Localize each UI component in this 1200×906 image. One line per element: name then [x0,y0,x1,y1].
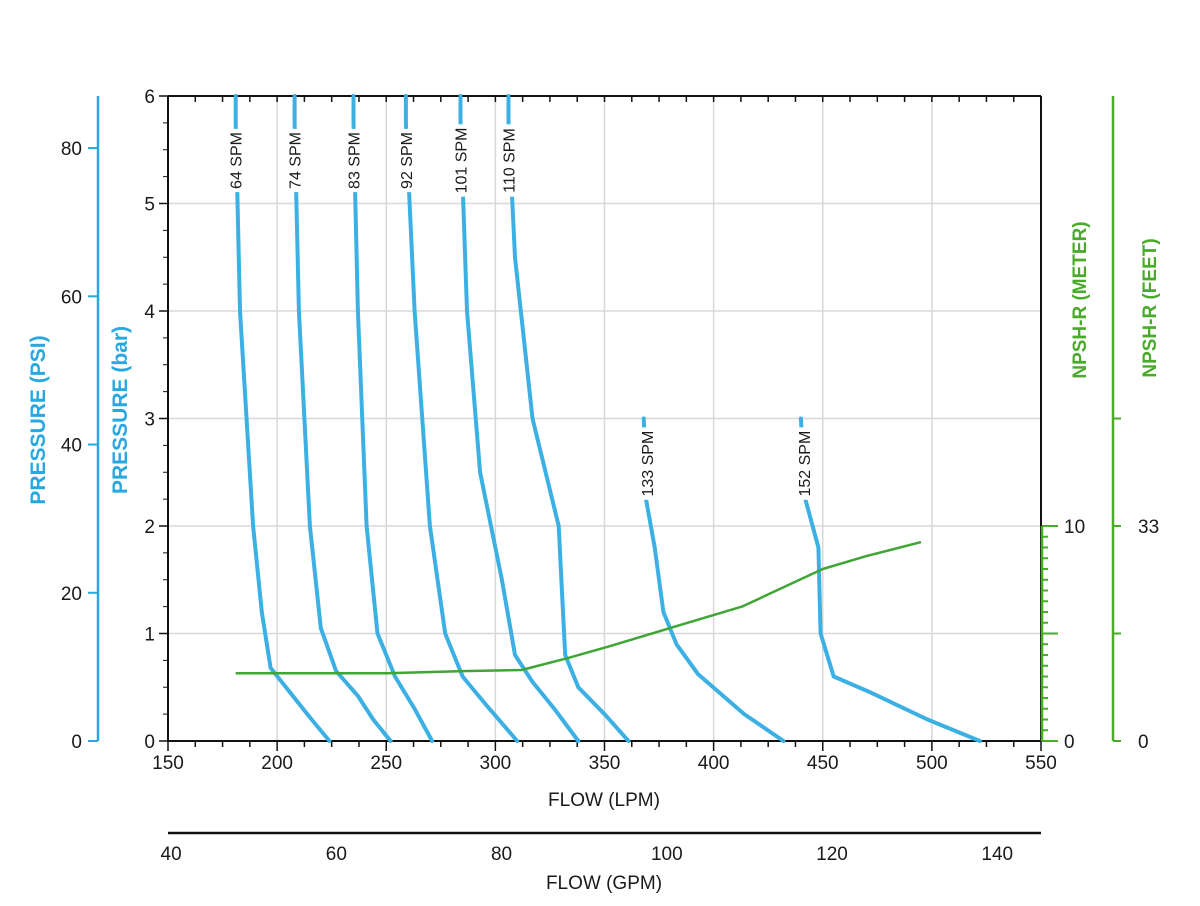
y-npsh-feet-tick-label: 33 [1138,517,1159,538]
x2-tick-label: 40 [161,844,182,865]
y-psi-tick-label: 0 [71,732,82,753]
spm-label: 101 SPM [454,128,471,194]
y-psi-tick-label: 40 [61,436,82,457]
spm-label-bg [636,427,656,500]
y-bar-tick-label: 6 [144,87,155,108]
spm-label-group: 133 SPM [636,427,657,500]
x-tick-label: 300 [480,753,512,774]
x-tick-label: 150 [152,753,184,774]
spm-label-bg [793,427,813,500]
x-axis-title: FLOW (LPM) [548,790,660,811]
x-tick-label: 400 [698,753,730,774]
spm-label-bg [343,128,363,193]
x-tick-label: 250 [370,753,402,774]
y-axis-psi-title: PRESSURE (PSI) [27,335,50,504]
y-axis-bar-title: PRESSURE (bar) [109,326,132,494]
spm-label-bg [225,128,245,193]
x2-axis-title: FLOW (GPM) [546,873,662,894]
spm-label: 64 SPM [229,132,246,189]
spm-label-group: 74 SPM [284,128,305,193]
y-npsh-meter-tick-label: 10 [1064,517,1085,538]
spm-label-group: 110 SPM [498,124,519,197]
spm-label-group: 64 SPM [225,128,246,193]
y-bar-tick-label: 4 [144,302,155,323]
y-axis-npsh-meter-title: NPSH-R (METER) [1070,221,1091,378]
x2-tick-label: 120 [816,844,848,865]
y-bar-tick-label: 0 [144,732,155,753]
spm-label: 83 SPM [347,132,364,189]
y-bar-tick-label: 3 [144,410,155,431]
x2-tick-label: 140 [981,844,1013,865]
y-npsh-meter-tick-label: 0 [1064,732,1075,753]
y-bar-tick-label: 5 [144,195,155,216]
x2-tick-label: 60 [326,844,347,865]
y-psi-tick-label: 80 [61,139,82,160]
y-axis-npsh-feet-title: NPSH-R (FEET) [1140,238,1161,377]
x-tick-label: 200 [261,753,293,774]
spm-label-group: 101 SPM [450,124,471,197]
x-tick-label: 350 [589,753,621,774]
y-bar-tick-label: 2 [144,517,155,538]
spm-label: 133 SPM [640,431,657,497]
spm-label-bg [498,124,518,197]
series-line-152-spm [798,416,982,743]
spm-label-bg [450,124,470,197]
spm-label-group: 83 SPM [343,128,364,193]
x2-tick-label: 80 [491,844,512,865]
spm-label: 74 SPM [288,132,305,189]
spm-label-bg [284,128,304,193]
npsh-curve-line [235,540,922,675]
y-npsh-feet-tick-label: 0 [1138,732,1149,753]
spm-label: 152 SPM [797,431,814,497]
spm-label-group: 152 SPM [793,427,814,500]
y-psi-tick-label: 60 [61,287,82,308]
y-bar-tick-label: 1 [144,625,155,646]
x-tick-label: 550 [1025,753,1057,774]
spm-label: 92 SPM [399,132,416,189]
labels-layer: 64 SPM 74 SPM 83 SPM 92 SPM 101 SPM 110 SPM 13… [225,124,814,500]
x2-tick-label: 100 [651,844,683,865]
spm-label: 110 SPM [502,128,519,193]
axes-layer: 150 200 250 300 350 400 450 500 5500123456020406… [61,87,1159,865]
x-tick-label: 450 [807,753,839,774]
spm-label-bg [395,128,415,193]
grid-layer [167,95,1042,742]
x-tick-label: 500 [916,753,948,774]
y-psi-tick-label: 20 [61,584,82,605]
spm-label-group: 92 SPM [395,128,416,193]
